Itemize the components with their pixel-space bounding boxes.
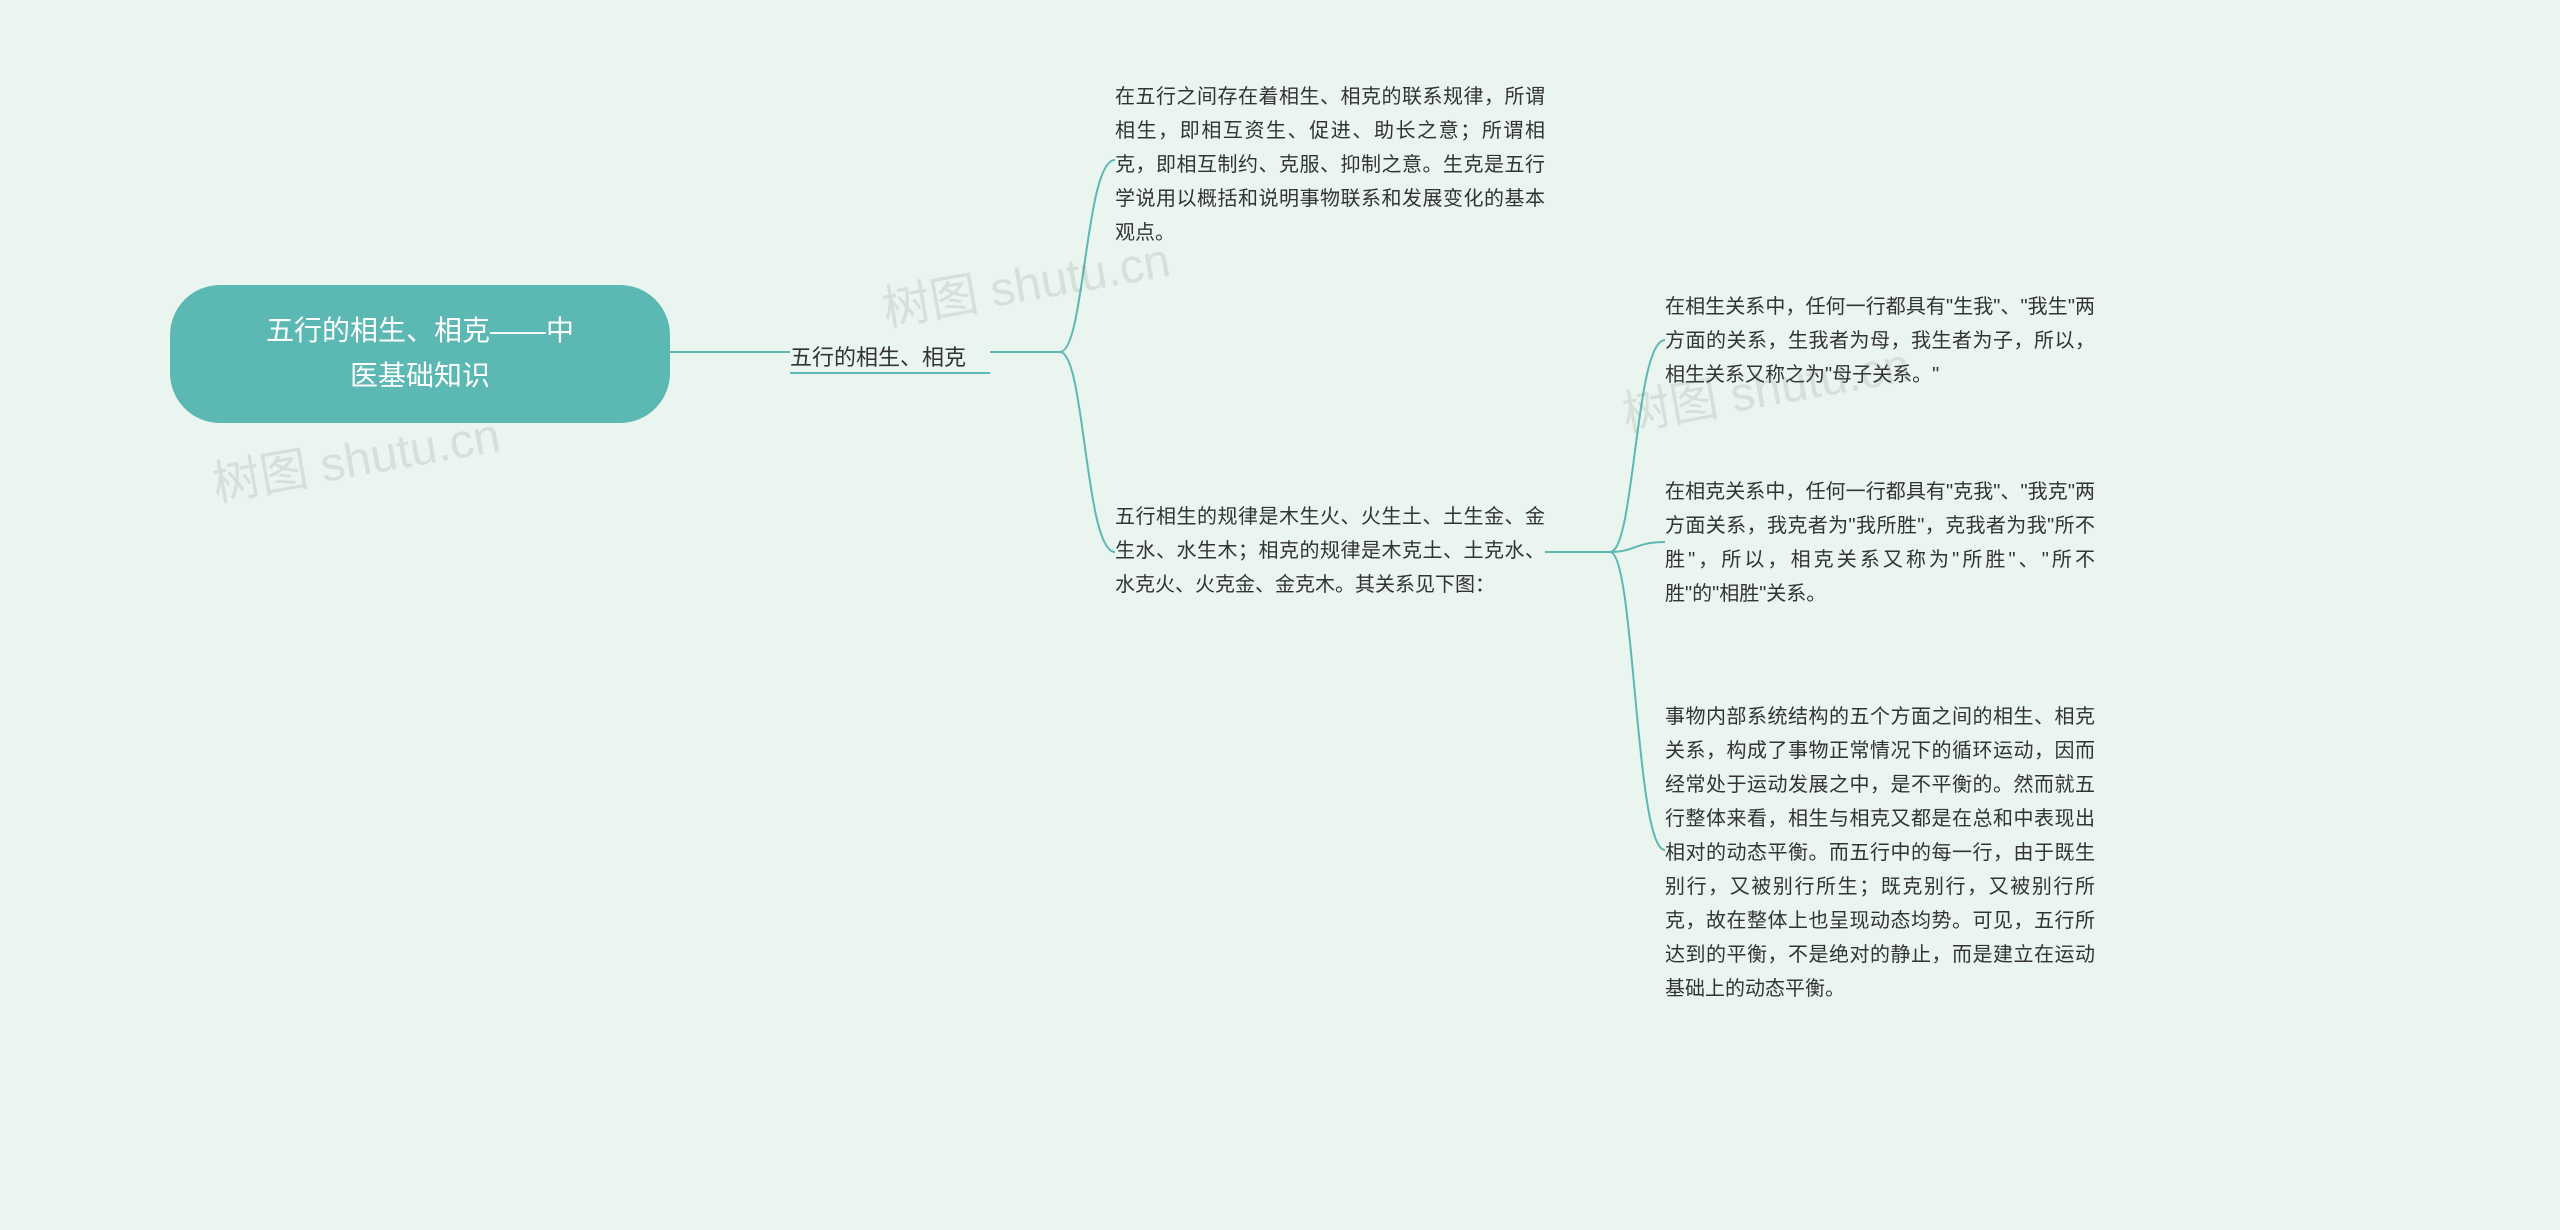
level1-underline [790,372,990,374]
level1-node: 五行的相生、相克 [790,340,966,372]
root-node: 五行的相生、相克——中 医基础知识 [170,285,670,423]
level2-node-0: 在五行之间存在着相生、相克的联系规律，所谓相生，即相互资生、促进、助长之意；所谓… [1115,80,1545,250]
level1-text: 五行的相生、相克 [790,345,966,370]
level3-node-0: 在相生关系中，任何一行都具有"生我"、"我生"两方面的关系，生我者为母，我生者为… [1665,290,2095,392]
level2-node-1: 五行相生的规律是木生火、火生土、土生金、金生水、水生木；相克的规律是木克土、土克… [1115,500,1545,602]
root-text: 五行的相生、相克——中 医基础知识 [266,309,574,399]
level3-node-2: 事物内部系统结构的五个方面之间的相生、相克关系，构成了事物正常情况下的循环运动，… [1665,700,2095,1006]
level3-node-1: 在相克关系中，任何一行都具有"克我"、"我克"两方面关系，我克者为"我所胜"，克… [1665,475,2095,611]
